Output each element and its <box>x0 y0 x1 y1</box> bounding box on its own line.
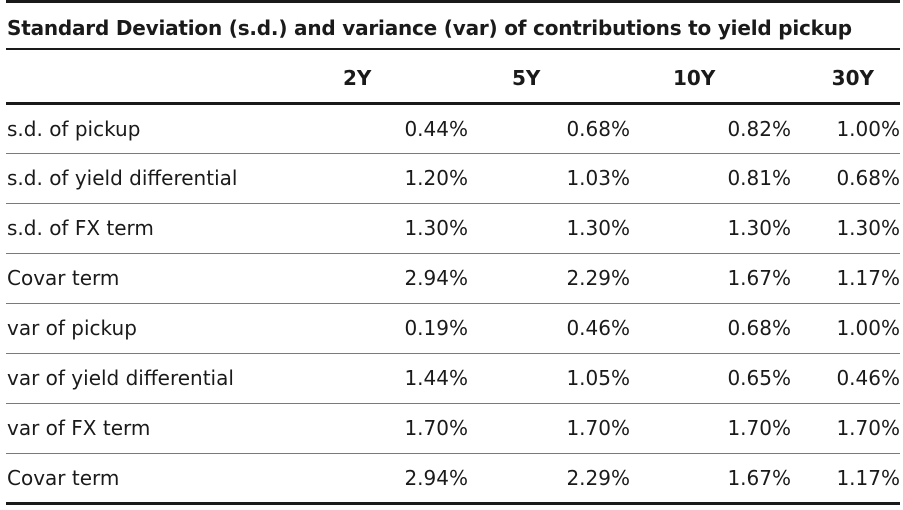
cell-2y: 1.20% <box>324 153 468 204</box>
cell-2y: 2.94% <box>324 453 468 505</box>
cell-10y: 1.67% <box>630 253 791 304</box>
cell-10y: 1.70% <box>630 403 791 454</box>
row-label: s.d. of yield differential <box>6 153 324 204</box>
contributions-table-block: Standard Deviation (s.d.) and variance (… <box>6 0 900 505</box>
cell-2y: 0.19% <box>324 303 468 354</box>
cell-30y: 1.00% <box>791 303 900 354</box>
cell-10y: 0.82% <box>630 103 791 154</box>
header-row: 2Y 5Y 10Y 30Y <box>6 50 900 105</box>
cell-30y: 1.30% <box>791 203 900 254</box>
cell-2y: 1.70% <box>324 403 468 454</box>
cell-5y: 2.29% <box>468 453 630 505</box>
row-label: s.d. of pickup <box>6 103 324 154</box>
row-label: s.d. of FX term <box>6 203 324 254</box>
table-row: s.d. of pickup 0.44% 0.68% 0.82% 1.00% <box>6 103 900 154</box>
cell-10y: 0.65% <box>630 353 791 404</box>
cell-2y: 2.94% <box>324 253 468 304</box>
column-header-10y: 10Y <box>630 50 791 105</box>
table-row: var of FX term 1.70% 1.70% 1.70% 1.70% <box>6 403 900 454</box>
cell-30y: 0.68% <box>791 153 900 204</box>
column-header-30y: 30Y <box>791 50 900 105</box>
row-label: var of FX term <box>6 403 324 454</box>
table-row: s.d. of yield differential 1.20% 1.03% 0… <box>6 153 900 204</box>
cell-10y: 0.68% <box>630 303 791 354</box>
cell-5y: 1.05% <box>468 353 630 404</box>
cell-30y: 1.70% <box>791 403 900 454</box>
row-label: Covar term <box>6 253 324 304</box>
cell-5y: 1.30% <box>468 203 630 254</box>
column-header-2y: 2Y <box>324 50 468 105</box>
cell-10y: 1.30% <box>630 203 791 254</box>
cell-10y: 1.67% <box>630 453 791 505</box>
table-row: Covar term 2.94% 2.29% 1.67% 1.17% <box>6 253 900 304</box>
cell-2y: 0.44% <box>324 103 468 154</box>
table-row: var of yield differential 1.44% 1.05% 0.… <box>6 353 900 404</box>
cell-30y: 1.17% <box>791 453 900 505</box>
row-label: var of yield differential <box>6 353 324 404</box>
cell-5y: 2.29% <box>468 253 630 304</box>
contributions-table: 2Y 5Y 10Y 30Y s.d. of pickup 0.44% 0.68%… <box>6 50 900 505</box>
cell-2y: 1.44% <box>324 353 468 404</box>
cell-30y: 1.17% <box>791 253 900 304</box>
cell-30y: 1.00% <box>791 103 900 154</box>
table-row: var of pickup 0.19% 0.46% 0.68% 1.00% <box>6 303 900 354</box>
column-header-label <box>6 50 324 105</box>
cell-30y: 0.46% <box>791 353 900 404</box>
table-row: s.d. of FX term 1.30% 1.30% 1.30% 1.30% <box>6 203 900 254</box>
cell-5y: 1.03% <box>468 153 630 204</box>
row-label: Covar term <box>6 453 324 505</box>
table-row: Covar term 2.94% 2.29% 1.67% 1.17% <box>6 453 900 505</box>
row-label: var of pickup <box>6 303 324 354</box>
cell-5y: 0.46% <box>468 303 630 354</box>
cell-10y: 0.81% <box>630 153 791 204</box>
cell-5y: 1.70% <box>468 403 630 454</box>
table-title: Standard Deviation (s.d.) and variance (… <box>6 0 900 50</box>
column-header-5y: 5Y <box>468 50 630 105</box>
cell-5y: 0.68% <box>468 103 630 154</box>
cell-2y: 1.30% <box>324 203 468 254</box>
